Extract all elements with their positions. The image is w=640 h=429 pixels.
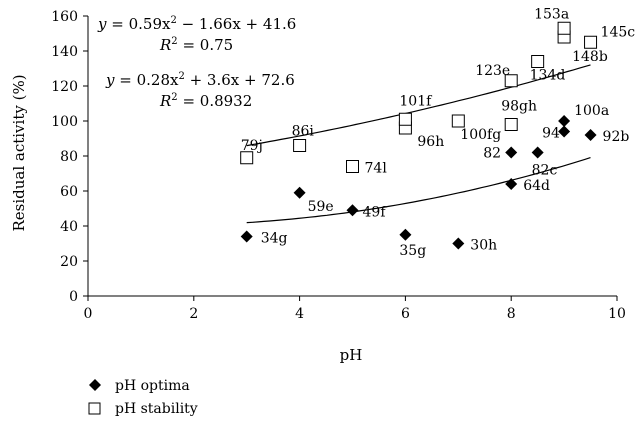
legend-label-ph-stability: pH stability [115, 401, 198, 417]
legend-diamond-marker [89, 379, 101, 391]
y-axis-title: Residual activity (%) [10, 74, 28, 231]
point-ph-stability [346, 160, 359, 173]
point-ph-optima [346, 204, 359, 217]
point-ph-stability [398, 112, 412, 126]
point-label: 100fg [460, 127, 501, 143]
point-ph-optima [531, 146, 544, 159]
trendline-ph-stability [246, 64, 591, 147]
point-ph-optima [558, 125, 571, 138]
point-ph-stability [584, 35, 598, 49]
y-tick-label: 80 [60, 149, 78, 165]
y-tick-label: 40 [60, 219, 78, 235]
point-label: 82 [483, 146, 501, 162]
y-tick-label: 0 [69, 289, 78, 305]
x-tick-label: 2 [189, 306, 198, 322]
r-squared-stability: R2 = 0.8932 [159, 92, 252, 110]
point-label: 134d [530, 68, 566, 84]
point-label: 123e [475, 63, 510, 79]
point-label: 30h [470, 238, 497, 254]
point-label: 64d [523, 178, 550, 194]
x-axis-title: pH [340, 346, 363, 364]
point-ph-optima [584, 129, 597, 141]
r-squared-optima: R2 = 0.75 [159, 36, 233, 54]
point-label: 86i [292, 124, 315, 140]
point-label: 34g [261, 231, 288, 247]
y-tick-label: 160 [51, 9, 78, 25]
legend-label-ph-optima: pH optima [115, 378, 190, 394]
point-label: 145c [601, 24, 636, 40]
x-tick-label: 4 [295, 306, 304, 322]
point-labels: 34g 59e 49f 35g 30h 64d 82 82c 94 100a 92b 79j 86i 74… [241, 6, 636, 259]
y-tick-label: 100 [51, 114, 78, 130]
point-label: 94 [542, 126, 560, 142]
point-ph-stability [240, 151, 254, 165]
equation-optima: y = 0.59x2 − 1.66x + 41.6 [97, 15, 296, 33]
point-ph-stability [293, 139, 307, 152]
legend-item-ph-optima: pH optima [89, 378, 190, 394]
x-tick-label: 10 [608, 306, 626, 322]
point-label: 35g [399, 243, 426, 259]
point-label: 92b [603, 129, 630, 145]
point-label: 100a [574, 103, 609, 119]
x-tick-label: 0 [84, 306, 93, 322]
point-label: 96h [417, 134, 444, 150]
point-ph-optima [505, 178, 518, 190]
point-ph-stability [451, 114, 465, 128]
legend-square-marker [88, 402, 101, 415]
point-label: 148b [572, 49, 608, 65]
legend-item-ph-stability: pH stability [88, 401, 198, 417]
data-points [240, 21, 598, 250]
point-label: 101f [399, 93, 433, 109]
point-ph-optima [452, 237, 465, 250]
point-ph-optima [505, 146, 518, 159]
point-ph-stability [557, 21, 571, 35]
legend: pH optima pH stability [88, 378, 198, 417]
y-tick-label: 140 [51, 44, 78, 60]
point-label: 49f [363, 204, 388, 220]
point-ph-optima [293, 186, 306, 199]
point-label: 98gh [501, 99, 537, 115]
point-label: 153a [534, 6, 569, 22]
x-tick-label: 8 [507, 306, 516, 322]
point-label: 79j [241, 138, 263, 154]
point-ph-optima [558, 115, 571, 127]
y-tick-label: 60 [60, 184, 78, 200]
point-ph-stability [504, 118, 518, 131]
trendlines [246, 64, 591, 224]
point-label: 82c [532, 163, 558, 179]
equation-stability: y = 0.28x2 + 3.6x + 72.6 [105, 71, 295, 89]
y-tick-label: 120 [51, 79, 78, 95]
x-tick-label: 6 [401, 306, 410, 322]
point-label: 59e [308, 199, 334, 215]
point-ph-optima [240, 230, 253, 243]
trendline-ph-optima [246, 157, 591, 224]
y-tick-label: 20 [60, 254, 78, 270]
point-ph-stability [504, 74, 518, 88]
point-ph-optima [399, 228, 412, 241]
point-ph-stability [531, 55, 545, 68]
point-label: 74l [365, 161, 388, 177]
